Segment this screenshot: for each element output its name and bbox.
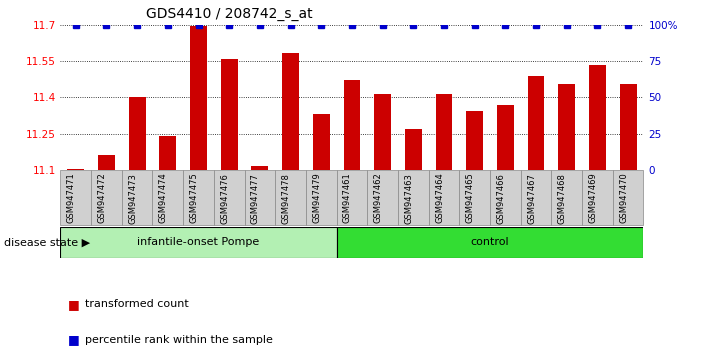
Text: disease state ▶: disease state ▶ [4, 238, 90, 247]
Bar [214, 170, 245, 225]
Text: GSM947471: GSM947471 [67, 173, 76, 223]
Bar [620, 84, 636, 170]
Bar [368, 170, 398, 225]
Bar [429, 170, 459, 225]
Bar [306, 170, 336, 225]
Text: GSM947476: GSM947476 [220, 173, 229, 223]
Text: GSM947463: GSM947463 [405, 173, 413, 223]
Bar [60, 227, 336, 258]
Bar [129, 97, 146, 170]
Text: GSM947468: GSM947468 [557, 173, 567, 223]
Bar [558, 84, 575, 170]
Text: GSM947473: GSM947473 [128, 173, 137, 223]
Text: GSM947477: GSM947477 [251, 173, 260, 223]
Bar [183, 170, 214, 225]
Bar [398, 170, 429, 225]
Bar [159, 136, 176, 170]
Text: GSM947470: GSM947470 [619, 173, 628, 223]
Text: GSM947475: GSM947475 [190, 173, 198, 223]
Bar [245, 170, 275, 225]
Text: GSM947474: GSM947474 [159, 173, 168, 223]
Text: GSM947461: GSM947461 [343, 173, 352, 223]
Bar [336, 227, 643, 258]
Bar [613, 170, 643, 225]
Bar [466, 111, 483, 170]
Bar [374, 94, 391, 170]
Bar [190, 26, 207, 170]
Text: GSM947465: GSM947465 [466, 173, 475, 223]
Bar [459, 170, 490, 225]
Bar [282, 53, 299, 170]
Bar [520, 170, 552, 225]
Text: GSM947472: GSM947472 [97, 173, 107, 223]
Bar [552, 170, 582, 225]
Text: ■: ■ [68, 298, 80, 311]
Text: GDS4410 / 208742_s_at: GDS4410 / 208742_s_at [146, 7, 312, 21]
Bar [528, 75, 545, 170]
Bar [343, 80, 360, 170]
Bar [490, 170, 520, 225]
Text: infantile-onset Pompe: infantile-onset Pompe [137, 238, 260, 247]
Text: GSM947478: GSM947478 [282, 173, 291, 223]
Text: GSM947469: GSM947469 [589, 173, 597, 223]
Text: GSM947462: GSM947462 [373, 173, 383, 223]
Bar [497, 105, 514, 170]
Text: percentile rank within the sample: percentile rank within the sample [85, 335, 273, 345]
Bar [152, 170, 183, 225]
Bar [582, 170, 613, 225]
Text: control: control [471, 238, 509, 247]
Text: GSM947467: GSM947467 [527, 173, 536, 223]
Bar [91, 170, 122, 225]
Bar [313, 114, 330, 170]
Bar [220, 59, 237, 170]
Text: transformed count: transformed count [85, 299, 189, 309]
Bar [122, 170, 152, 225]
Bar [405, 129, 422, 170]
Bar [60, 170, 91, 225]
Text: GSM947466: GSM947466 [496, 173, 506, 223]
Bar [68, 169, 84, 170]
Bar [336, 170, 368, 225]
Text: GSM947464: GSM947464 [435, 173, 444, 223]
Bar [98, 155, 115, 170]
Bar [275, 170, 306, 225]
Bar [589, 65, 606, 170]
Bar [252, 166, 268, 170]
Bar [436, 94, 452, 170]
Text: GSM947479: GSM947479 [312, 173, 321, 223]
Text: ■: ■ [68, 333, 80, 346]
